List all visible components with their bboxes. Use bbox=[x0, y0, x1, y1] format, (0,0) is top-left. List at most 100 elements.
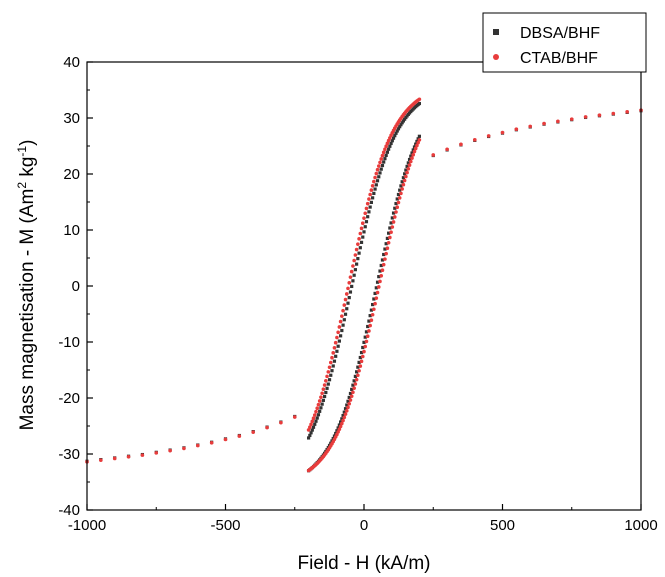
data-point-square bbox=[352, 273, 356, 277]
data-point-circle bbox=[321, 387, 326, 392]
data-point-square bbox=[308, 433, 312, 438]
data-point-circle bbox=[315, 406, 320, 411]
data-point-circle bbox=[556, 119, 560, 124]
data-point-circle bbox=[320, 391, 324, 396]
data-point-square bbox=[358, 355, 362, 360]
data-point-square bbox=[378, 171, 382, 175]
data-point-square bbox=[342, 318, 346, 322]
data-point-circle bbox=[331, 351, 336, 355]
y-axis-title-sup: -1 bbox=[15, 146, 29, 157]
data-point-circle bbox=[353, 382, 358, 386]
data-point-square bbox=[382, 160, 386, 164]
data-point-circle bbox=[384, 251, 388, 256]
data-point-circle bbox=[372, 307, 376, 312]
data-point-square bbox=[368, 314, 372, 318]
data-point-circle bbox=[390, 225, 395, 229]
data-point-square bbox=[335, 349, 339, 353]
data-point-circle bbox=[325, 374, 329, 379]
data-point-square bbox=[372, 191, 376, 196]
data-point-circle bbox=[330, 355, 334, 360]
data-point-square bbox=[364, 330, 369, 334]
data-point-square bbox=[398, 188, 402, 192]
data-point-circle bbox=[374, 296, 379, 300]
data-point-circle bbox=[344, 292, 349, 296]
data-point-circle bbox=[412, 149, 417, 154]
data-point-square bbox=[385, 150, 389, 154]
data-point-square bbox=[331, 364, 335, 368]
data-point-square bbox=[394, 131, 398, 135]
data-point-square bbox=[399, 184, 403, 188]
data-point-circle bbox=[343, 412, 348, 416]
data-point-circle bbox=[404, 174, 408, 179]
data-point-circle bbox=[392, 215, 397, 219]
data-point-square bbox=[336, 344, 340, 348]
data-point-circle bbox=[370, 183, 375, 188]
data-point-square bbox=[357, 251, 361, 255]
y-tick-label: 20 bbox=[63, 166, 80, 183]
data-point-circle bbox=[389, 230, 393, 235]
data-point-circle bbox=[376, 285, 381, 289]
data-point-circle bbox=[597, 113, 602, 117]
data-point-circle bbox=[405, 170, 409, 175]
data-point-square bbox=[355, 262, 359, 266]
data-point-circle bbox=[342, 415, 347, 420]
legend-marker-square bbox=[493, 29, 499, 35]
data-point-square bbox=[337, 423, 341, 427]
data-point-circle bbox=[364, 339, 369, 344]
data-point-circle bbox=[372, 179, 376, 184]
data-point-circle bbox=[359, 226, 364, 231]
data-point-circle bbox=[415, 143, 419, 148]
data-point-square bbox=[350, 284, 354, 289]
data-point-circle bbox=[341, 418, 345, 423]
data-point-circle bbox=[309, 422, 313, 427]
data-point-circle bbox=[473, 138, 477, 142]
data-point-circle bbox=[396, 200, 401, 205]
data-point-circle bbox=[336, 430, 340, 434]
data-point-square bbox=[363, 225, 367, 229]
data-point-circle bbox=[380, 153, 385, 158]
data-point-circle bbox=[196, 443, 200, 448]
data-point-circle bbox=[182, 446, 186, 451]
data-point-square bbox=[353, 268, 357, 272]
data-point-square bbox=[316, 413, 321, 417]
data-point-circle bbox=[352, 386, 356, 390]
data-point-circle bbox=[324, 378, 328, 383]
data-point-circle bbox=[583, 115, 588, 119]
data-point-circle bbox=[408, 159, 413, 164]
data-point-circle bbox=[459, 142, 463, 147]
data-point-circle bbox=[112, 456, 117, 461]
data-point-circle bbox=[375, 167, 380, 172]
data-point-circle bbox=[351, 390, 355, 395]
data-point-square bbox=[393, 206, 397, 210]
y-tick-label: -10 bbox=[58, 334, 80, 351]
data-point-circle bbox=[376, 164, 381, 168]
data-point-circle bbox=[352, 258, 356, 263]
data-point-circle bbox=[385, 141, 390, 146]
data-point-circle bbox=[381, 150, 386, 155]
data-point-square bbox=[343, 407, 348, 411]
data-point-square bbox=[388, 226, 392, 230]
data-point-square bbox=[348, 290, 353, 294]
data-point-circle bbox=[237, 434, 242, 438]
data-point-square bbox=[363, 335, 367, 339]
data-point-square bbox=[406, 161, 410, 165]
data-point-square bbox=[348, 391, 353, 396]
data-point-square bbox=[346, 301, 350, 305]
data-point-circle bbox=[363, 211, 368, 216]
data-point-circle bbox=[306, 428, 311, 432]
data-point-square bbox=[342, 410, 346, 414]
data-point-square bbox=[391, 211, 396, 215]
data-point-circle bbox=[401, 182, 406, 187]
data-point-circle bbox=[340, 421, 344, 426]
data-point-circle bbox=[347, 401, 352, 406]
data-point-circle bbox=[314, 409, 318, 414]
data-point-square bbox=[350, 387, 354, 391]
y-tick-label: 40 bbox=[63, 54, 80, 71]
data-point-square bbox=[377, 275, 381, 279]
data-point-circle bbox=[356, 373, 360, 378]
data-point-circle bbox=[99, 458, 103, 462]
x-tick-label: -1000 bbox=[68, 517, 106, 534]
legend-label: DBSA/BHF bbox=[520, 25, 600, 42]
data-point-square bbox=[412, 145, 417, 149]
